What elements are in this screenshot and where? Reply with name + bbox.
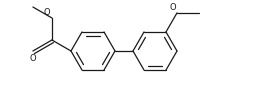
Text: O: O	[169, 3, 176, 12]
Text: O: O	[43, 8, 50, 17]
Text: O: O	[29, 54, 36, 63]
